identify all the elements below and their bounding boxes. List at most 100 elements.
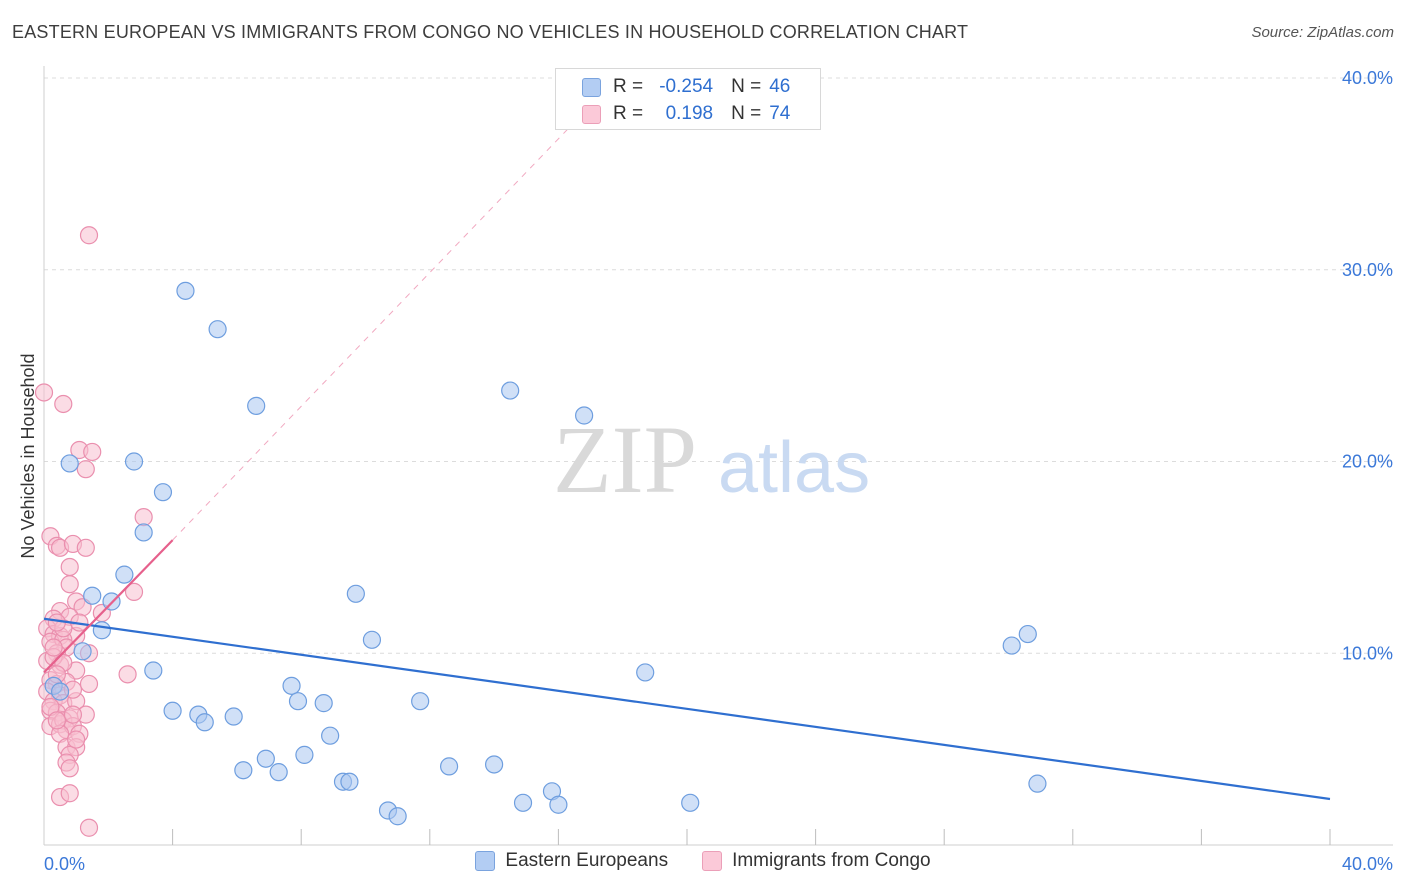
stats-n-label: N = [731,103,762,124]
data-point-eastern-europeans [92,621,111,640]
x-tick-label: 40.0% [1342,854,1393,874]
data-point-congo [47,613,66,632]
data-point-congo [118,665,137,684]
data-point-congo [54,394,73,414]
trend-line-congo [43,539,174,674]
source-label: Source: ZipAtlas.com [1251,24,1394,41]
data-point-congo [60,575,79,594]
stats-r-label: R = [613,103,644,124]
data-point-eastern-europeans [73,642,92,661]
data-point-congo [44,638,63,657]
data-point-congo [60,759,79,778]
data-point-eastern-europeans [83,586,102,605]
data-point-eastern-europeans [60,454,79,473]
data-point-eastern-europeans [124,452,144,471]
data-point-congo [60,557,79,577]
y-tick-label: 30.0% [1342,260,1393,280]
y-tick-labels: 10.0% 20.0% 30.0% 40.0% [1342,68,1393,663]
data-point-eastern-europeans [1028,774,1047,793]
data-point-congo [47,711,66,730]
data-point-congo [79,674,99,694]
data-point-eastern-europeans [288,692,308,711]
stats-r-label: R = [613,76,644,97]
watermark: ZIP atlas [553,406,870,513]
watermark-atlas: atlas [718,428,870,508]
data-point-congo [60,784,79,803]
data-point-congo [124,582,144,601]
data-point-eastern-europeans [321,726,340,745]
y-tick-label: 40.0% [1342,68,1393,88]
data-point-eastern-europeans [346,584,365,603]
data-point-congo [79,818,99,837]
data-point-eastern-europeans [575,406,594,425]
y-tick-label: 10.0% [1342,643,1393,663]
data-point-eastern-europeans [256,749,275,768]
data-point-eastern-europeans [513,793,533,812]
trend-line-congo-extrapolated [172,121,575,541]
chart-title: EASTERN EUROPEAN VS IMMIGRANTS FROM CONG… [12,22,969,42]
legend-label: Immigrants from Congo [732,850,931,871]
legend-label: Eastern Europeans [505,850,669,871]
x-tick-label: 0.0% [44,854,85,874]
data-point-eastern-europeans [134,523,153,542]
y-axis-label: No Vehicles in Household [18,353,38,558]
data-point-congo [134,508,153,527]
stats-r-value: -0.254 [659,76,714,97]
data-point-eastern-europeans [681,793,700,812]
data-point-eastern-europeans [50,682,70,701]
data-point-congo [76,538,95,557]
data-point-eastern-europeans [411,692,430,711]
data-point-eastern-europeans [501,381,520,400]
legend-item-congo[interactable]: Immigrants from Congo [702,850,931,872]
data-point-eastern-europeans [485,755,504,774]
data-points [34,226,1047,837]
data-point-eastern-europeans [549,795,568,814]
data-point-eastern-europeans [295,745,314,764]
data-point-eastern-europeans [314,694,333,713]
x-tick-labels: 0.0% 40.0% [44,854,1393,874]
legend-swatch-pink [702,851,723,871]
stats-swatch-pink [582,104,601,124]
data-point-congo [63,705,83,724]
data-point-congo [67,730,86,749]
data-point-eastern-europeans [224,707,243,726]
stats-swatch-blue [582,77,601,97]
data-point-eastern-europeans [362,630,382,649]
legend: Eastern Europeans Immigrants from Congo [0,850,1406,872]
y-tick-label: 20.0% [1342,452,1393,472]
data-point-eastern-europeans [636,663,655,682]
legend-swatch-blue [475,851,496,871]
stats-row-congo: R = 0.198 N = 74 [582,101,790,127]
trend-line-eastern-europeans [43,617,1331,801]
data-point-eastern-europeans [153,483,173,502]
data-point-eastern-europeans [1002,636,1021,655]
data-point-eastern-europeans [208,320,227,339]
data-point-eastern-europeans [247,396,266,415]
data-point-eastern-europeans [1018,624,1037,644]
trend-lines [43,121,1331,801]
data-point-eastern-europeans [269,763,288,782]
data-point-eastern-europeans [144,661,163,680]
data-point-congo [79,226,99,245]
data-point-congo [83,442,102,462]
data-point-eastern-europeans [282,676,301,695]
stats-n-value: 74 [769,103,791,124]
correlation-stats-box: R = -0.254 N = 46 R = 0.198 N = 74 [555,68,821,130]
data-point-congo [34,383,54,402]
data-point-eastern-europeans [115,565,134,584]
stats-r-value: 0.198 [665,103,714,124]
stats-n-label: N = [731,76,762,97]
data-point-eastern-europeans [163,701,182,720]
watermark-zip: ZIP [553,406,697,513]
grid-lines [44,77,1393,654]
legend-item-eastern-europeans[interactable]: Eastern Europeans [475,850,668,872]
data-point-eastern-europeans [340,772,359,791]
stats-n-value: 46 [769,76,791,97]
stats-row-eastern-europeans: R = -0.254 N = 46 [582,74,790,100]
data-point-eastern-europeans [234,761,253,780]
data-point-eastern-europeans [439,757,459,776]
data-point-eastern-europeans [195,713,214,732]
data-point-eastern-europeans [388,807,407,826]
data-point-eastern-europeans [176,281,195,300]
